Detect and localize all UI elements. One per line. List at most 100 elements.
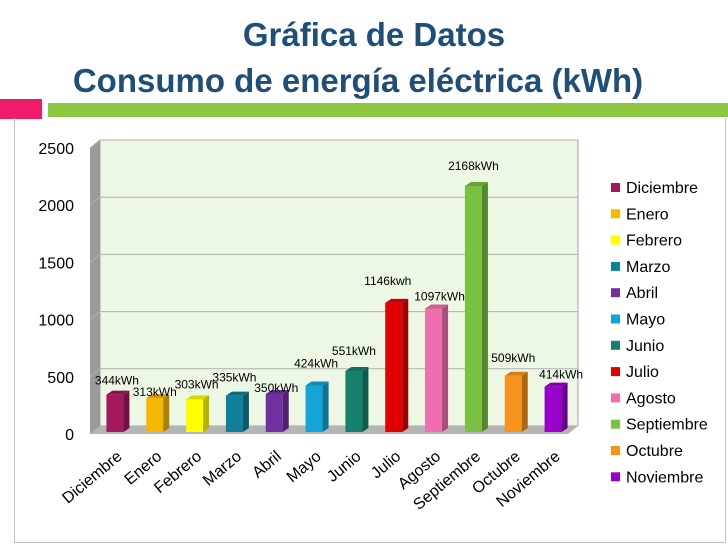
bar-top <box>385 298 409 303</box>
legend-label: Diciembre <box>626 180 698 197</box>
bar-top <box>106 390 130 395</box>
x-tick-label: Junio <box>324 448 364 486</box>
bar-junio <box>345 366 369 432</box>
gridline-side <box>89 254 101 263</box>
bar-front <box>544 386 562 432</box>
bar-top <box>504 371 528 376</box>
legend-label: Mayo <box>626 312 665 329</box>
bar-side <box>123 390 130 432</box>
data-label: 2168kWh <box>448 159 499 173</box>
bar-front <box>186 399 204 432</box>
legend-label: Junio <box>626 338 664 355</box>
legend-item: Noviembre <box>611 469 703 486</box>
data-label: 414kWh <box>539 368 583 382</box>
bar-side <box>322 381 329 432</box>
bar-front <box>385 302 403 432</box>
data-label: 350kWh <box>254 381 298 395</box>
legend-item: Mayo <box>611 312 665 329</box>
legend-swatch <box>611 261 620 271</box>
legend-swatch <box>611 419 620 429</box>
bar-front <box>225 395 243 432</box>
bar-front <box>265 393 283 432</box>
legend-label: Agosto <box>626 390 676 407</box>
data-label: 551kWh <box>332 344 376 358</box>
bar-top <box>425 304 449 309</box>
chart-subtitle: Consumo de energía eléctrica (kWh) <box>72 62 644 99</box>
y-axis-ticks: 0 500 1000 1500 2000 2500 <box>38 141 74 444</box>
data-label: 1146kwh <box>364 274 411 288</box>
bar-noviembre <box>544 382 568 432</box>
y-tick-label: 0 <box>65 427 74 444</box>
bar-top <box>186 395 210 400</box>
gridline-side <box>89 196 101 206</box>
bar-front <box>464 185 482 432</box>
legend-item: Septiembre <box>611 417 708 434</box>
bar-abril <box>265 389 289 432</box>
legend: Diciembre Enero Febrero Marzo Abril Mayo Junio… <box>611 180 708 486</box>
bar-septiembre <box>464 181 488 432</box>
y-tick-label: 1500 <box>38 255 74 272</box>
bar-side <box>362 366 369 432</box>
legend-label: Septiembre <box>626 417 708 434</box>
chart-title: Gráfica de Datos <box>242 16 506 53</box>
data-label: 303kWh <box>175 377 219 391</box>
bar-side <box>442 304 449 432</box>
bar-side <box>203 395 210 432</box>
bar-top <box>146 394 170 399</box>
legend-swatch <box>611 472 620 482</box>
bar-side <box>402 298 409 432</box>
y-tick-label: 2500 <box>38 141 74 158</box>
bar-side <box>282 389 289 432</box>
legend-item: Febrero <box>611 233 682 250</box>
data-label: 424kWh <box>294 356 338 370</box>
plot-side-wall <box>90 140 100 434</box>
data-label: 344kWh <box>95 374 139 388</box>
data-label: 313kWh <box>133 385 177 399</box>
legend-swatch <box>611 340 620 350</box>
bar-febrero <box>186 395 210 432</box>
legend-item: Julio <box>611 364 659 381</box>
accent-bar-green <box>48 103 728 117</box>
bar-diciembre <box>106 390 130 432</box>
legend-item: Abril <box>611 285 658 302</box>
legend-label: Noviembre <box>626 469 703 486</box>
plot-floor <box>90 426 578 434</box>
legend-swatch <box>611 235 620 245</box>
legend-swatch <box>611 183 620 192</box>
bar-top <box>305 381 329 386</box>
legend-label: Febrero <box>626 233 682 250</box>
legend-label: Enero <box>626 206 669 223</box>
bar-agosto <box>425 304 449 432</box>
gridline-side <box>89 425 101 435</box>
bar-side <box>163 394 170 432</box>
accent-bar-pink <box>0 99 42 119</box>
legend-swatch <box>611 314 620 324</box>
gridline-side <box>89 368 101 378</box>
bar-side <box>521 371 528 432</box>
y-tick-label: 2000 <box>38 198 74 215</box>
data-label: 1097kWh <box>414 290 465 304</box>
bars <box>106 181 568 432</box>
bar-enero <box>146 394 170 432</box>
bar-front <box>345 370 363 432</box>
legend-swatch <box>611 209 620 219</box>
x-tick-label: Mayo <box>284 448 325 486</box>
bar-top <box>544 382 568 387</box>
legend-item: Junio <box>611 338 664 355</box>
bar-top <box>464 181 488 186</box>
data-label: 335kWh <box>212 371 256 385</box>
legend-label: Abril <box>626 285 658 302</box>
legend-item: Diciembre <box>611 180 698 197</box>
bar-marzo <box>225 391 249 432</box>
legend-item: Marzo <box>611 259 671 276</box>
bar-julio <box>385 298 409 432</box>
bar-side <box>481 181 488 432</box>
plot-area <box>90 139 579 434</box>
legend-swatch <box>611 446 620 455</box>
x-tick-label: Abril <box>249 448 284 482</box>
bar-front <box>504 375 522 432</box>
bar-mayo <box>305 381 329 432</box>
